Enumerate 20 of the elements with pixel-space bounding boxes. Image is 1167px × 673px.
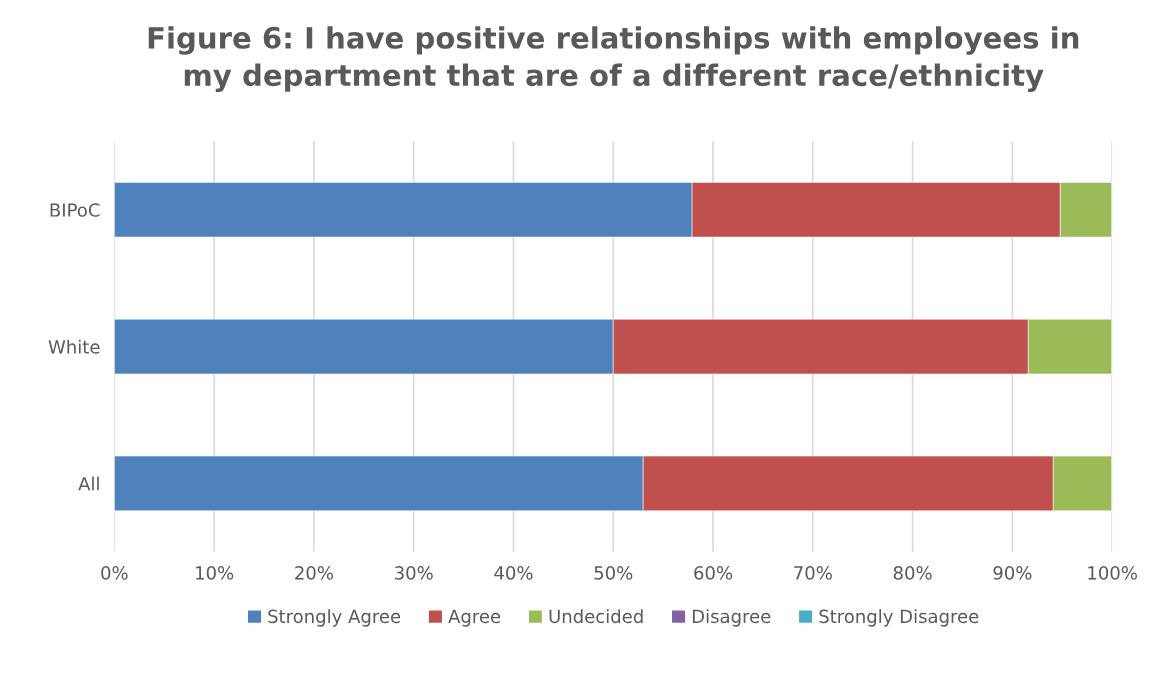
- y-tick-label: All: [78, 476, 99, 491]
- x-tick-label: 80%: [893, 566, 932, 580]
- y-tick-label: BIPoC: [50, 203, 100, 217]
- x-tick-label: 40%: [494, 566, 533, 580]
- y-tick-label: White: [48, 339, 100, 354]
- legend-label: Disagree: [692, 609, 771, 627]
- legend-label: Undecided: [549, 609, 643, 624]
- x-tick-label: 10%: [196, 566, 234, 580]
- chart-title: Figure 6: I have positive relationships with employees in my department that are of a different race/ethnicity: [148, 26, 1079, 93]
- x-tick-label: 50%: [594, 566, 633, 580]
- legend-label: Strongly Agree: [268, 609, 401, 627]
- x-tick-label: 30%: [395, 566, 433, 580]
- legend-label: Strongly Disagree: [819, 609, 979, 627]
- x-tick-label: 60%: [694, 566, 733, 580]
- x-tick-label: 70%: [794, 566, 832, 580]
- x-tick-label: 20%: [295, 566, 333, 580]
- legend-label: Agree: [448, 609, 501, 627]
- x-tick-label: 100%: [1088, 566, 1137, 580]
- x-tick-label: 0%: [101, 566, 128, 580]
- x-tick-label: 90%: [993, 566, 1032, 580]
